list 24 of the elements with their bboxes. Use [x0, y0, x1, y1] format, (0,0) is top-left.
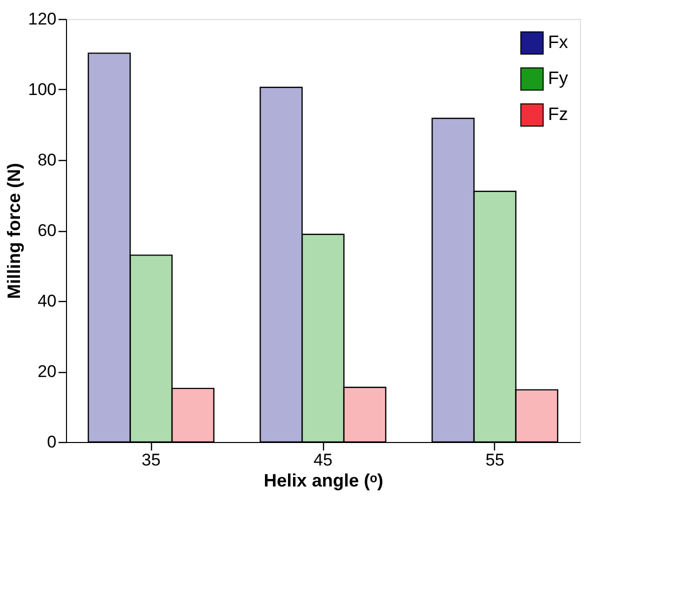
- bar: [260, 86, 303, 443]
- bar: [343, 386, 386, 443]
- legend-label: Fz: [548, 104, 568, 124]
- y-tick-label: 60: [38, 221, 56, 240]
- bar: [301, 234, 345, 443]
- x-tick-label: 35: [142, 450, 161, 470]
- x-tick-label: 55: [485, 450, 504, 470]
- x-tick-label: 45: [314, 450, 332, 470]
- y-axis-title: Milling force (N): [4, 163, 24, 299]
- bar: [130, 254, 173, 443]
- bar: [88, 52, 131, 443]
- bar: [171, 388, 214, 443]
- bar: [515, 389, 558, 443]
- legend-label: Fx: [548, 32, 568, 52]
- y-tick-label: 100: [28, 80, 56, 99]
- y-tick-label: 120: [28, 10, 56, 28]
- y-tick-label: 40: [38, 292, 56, 310]
- y-tick-label: 20: [38, 362, 56, 381]
- bar: [432, 118, 475, 443]
- legend-label: Fy: [548, 68, 568, 88]
- x-axis-title: Helix angle (ᵒ): [264, 470, 384, 490]
- y-tick-label: 0: [47, 432, 56, 452]
- bar: [473, 190, 516, 443]
- y-tick-label: 80: [38, 150, 56, 170]
